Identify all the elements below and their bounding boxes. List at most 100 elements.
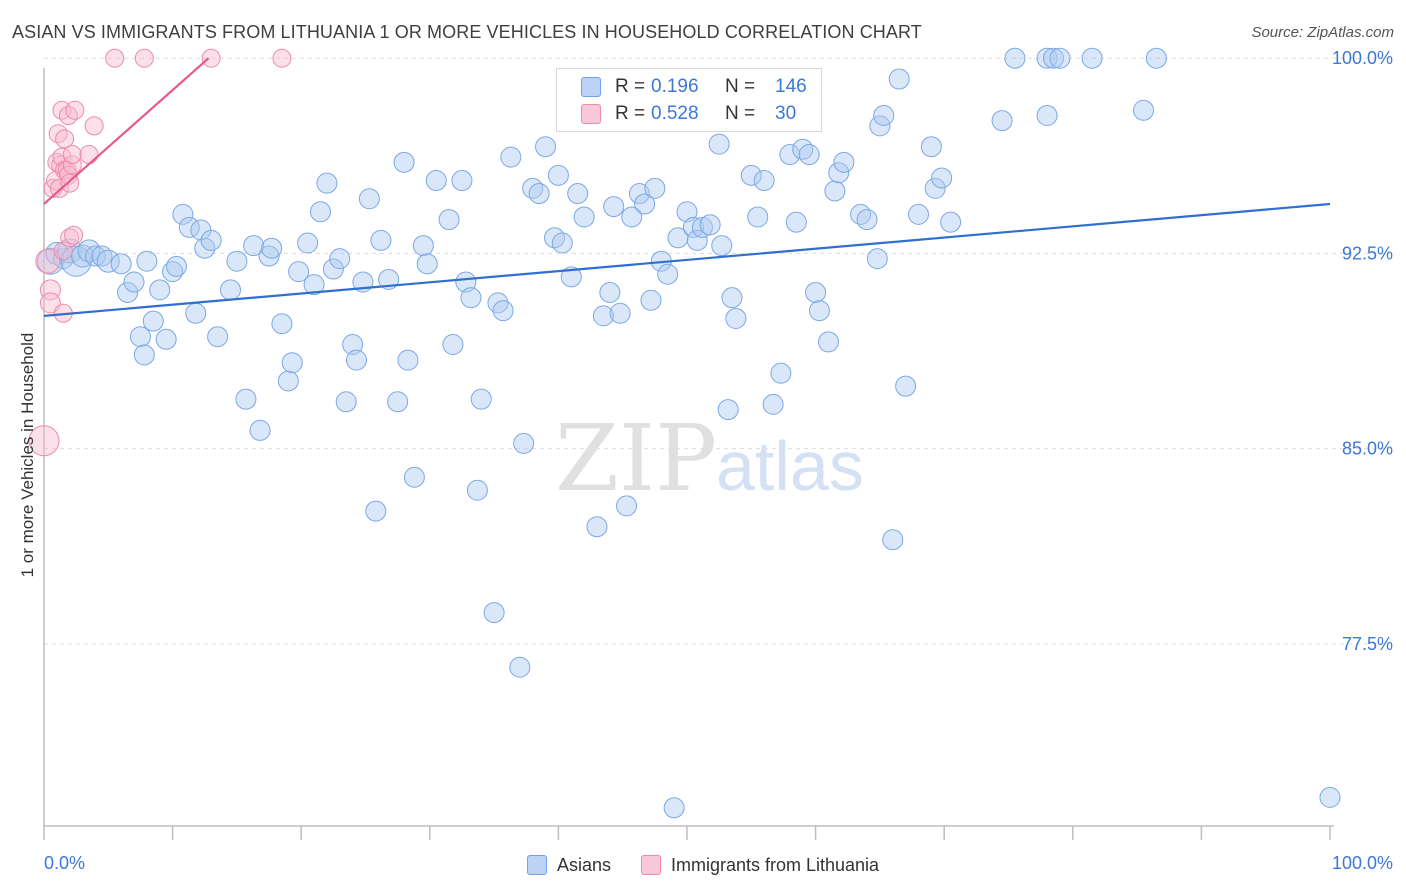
asian-point xyxy=(805,281,827,303)
asian-point xyxy=(243,235,265,257)
asian-point xyxy=(551,232,573,254)
asian-point xyxy=(676,201,698,223)
asian-point xyxy=(117,281,139,303)
asian-point xyxy=(740,164,762,186)
asian-point xyxy=(288,261,310,283)
asian-point xyxy=(721,287,743,309)
trend-lines xyxy=(43,57,1331,317)
asian-point xyxy=(397,349,419,371)
asian-point xyxy=(770,362,792,384)
lithuania-point xyxy=(55,129,75,149)
asian-point xyxy=(345,349,367,371)
legend-r-label: R = xyxy=(615,103,646,124)
lithuania-point xyxy=(62,155,82,175)
asian-point xyxy=(779,144,801,166)
asian-point xyxy=(207,326,229,348)
asian-point xyxy=(142,310,164,332)
asian-point xyxy=(828,162,850,184)
asian-point xyxy=(599,281,621,303)
asian-point xyxy=(155,328,177,350)
lithuania-point xyxy=(39,292,61,314)
asian-point xyxy=(219,279,241,301)
asian-point xyxy=(329,248,351,270)
asian-point xyxy=(110,253,132,275)
legend-row-lithuania: R = 0.528 N = 30 xyxy=(581,101,796,127)
asian-point xyxy=(640,289,662,311)
asian-point xyxy=(1081,47,1103,69)
lithuania-point xyxy=(79,145,99,165)
asian-point xyxy=(297,232,319,254)
asian-point xyxy=(235,388,257,410)
asian-point xyxy=(609,302,631,324)
asian-point xyxy=(586,516,608,538)
lithuania-point xyxy=(39,279,61,301)
asian-point xyxy=(663,797,685,819)
asian-point xyxy=(866,248,888,270)
asian-point xyxy=(172,203,194,225)
lithuania-point xyxy=(48,124,68,144)
asian-point xyxy=(1043,47,1065,69)
asian-point xyxy=(416,253,438,275)
asian-point xyxy=(1133,99,1155,121)
asian-point xyxy=(509,656,531,678)
asian-point xyxy=(567,183,589,205)
asian-point xyxy=(322,258,344,280)
source-label: Source: ZipAtlas.com xyxy=(1251,24,1394,41)
asian-point xyxy=(513,432,535,454)
asian-point xyxy=(1319,786,1341,808)
asian-point xyxy=(833,151,855,173)
asian-point xyxy=(387,391,409,413)
legend-swatch-lithuania xyxy=(581,104,601,124)
legend-n-value: 30 xyxy=(775,103,797,124)
lithuania-point xyxy=(28,425,60,457)
asian-point xyxy=(616,495,638,517)
asian-point xyxy=(924,177,946,199)
asian-point xyxy=(96,249,120,273)
asian-point xyxy=(77,239,101,263)
asian-point xyxy=(603,196,625,218)
asian-point xyxy=(129,326,151,348)
asian-point xyxy=(303,274,325,296)
asian-point xyxy=(535,136,557,158)
asian-point xyxy=(785,211,807,233)
asian-point xyxy=(365,500,387,522)
asian-point xyxy=(123,271,145,293)
legend-row-asians: R = 0.196 N = 146 xyxy=(581,74,807,100)
legend-r-label: R = xyxy=(615,76,646,97)
asian-point xyxy=(84,245,106,267)
asian-point xyxy=(258,245,280,267)
asian-point xyxy=(165,255,187,277)
asian-point xyxy=(149,279,171,301)
asian-point xyxy=(281,352,303,374)
asian-point xyxy=(438,209,460,231)
asian-point xyxy=(133,344,155,366)
lithuania-point xyxy=(62,145,82,165)
watermark: ZIP atlas xyxy=(555,405,864,512)
trend-line-asians xyxy=(43,202,1331,317)
asian-point xyxy=(644,177,666,199)
lithuania-point xyxy=(64,225,84,245)
y-tick-label: 77.5% xyxy=(1342,634,1393,654)
asian-point xyxy=(621,206,643,228)
asian-point xyxy=(573,206,595,228)
gridlines xyxy=(44,57,1390,645)
asian-point xyxy=(487,292,509,314)
legend-swatch-asians xyxy=(581,77,601,97)
legend-r-value: 0.528 xyxy=(651,103,699,124)
asian-point xyxy=(907,203,929,225)
lithuania-point xyxy=(35,248,61,274)
lithuania-point xyxy=(201,48,221,68)
asian-point xyxy=(691,216,713,238)
asian-point xyxy=(451,170,473,192)
asian-point xyxy=(470,388,492,410)
asian-point xyxy=(500,146,522,168)
asian-point xyxy=(686,229,708,251)
asian-point xyxy=(708,133,730,155)
asian-point xyxy=(277,370,299,392)
asian-point xyxy=(425,170,447,192)
asian-point xyxy=(466,479,488,501)
legend-swatch-lithuania xyxy=(640,855,661,875)
asian-point xyxy=(991,110,1013,132)
asian-point xyxy=(1004,47,1026,69)
